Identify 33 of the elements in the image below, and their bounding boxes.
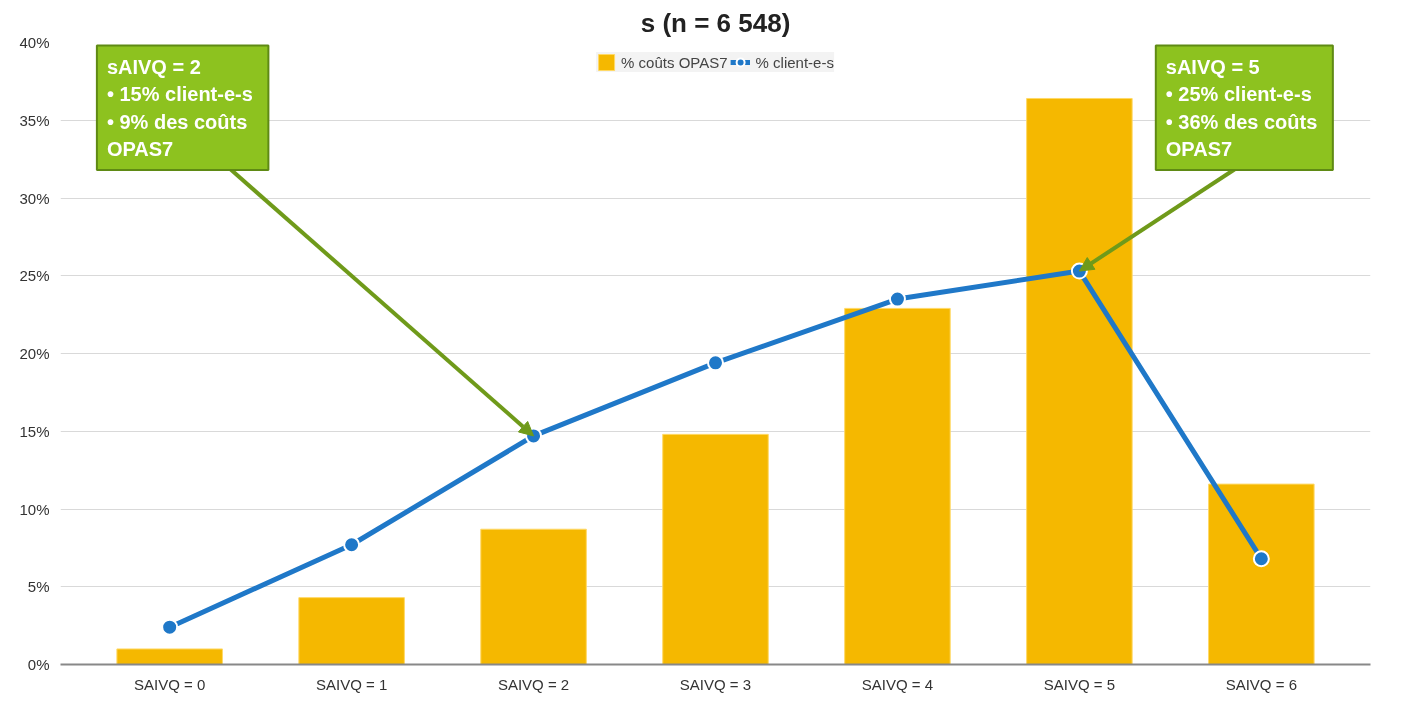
legend-label: % client-e-s [755, 53, 834, 71]
y-tick-label: 20% [19, 345, 50, 362]
x-tick-label: SAIVQ = 3 [679, 675, 752, 693]
bar [1026, 97, 1133, 665]
y-tick-label: 40% [19, 34, 50, 51]
y-tick-label: 25% [19, 267, 50, 285]
point [343, 536, 361, 554]
y-tick-label: 0% [27, 656, 50, 673]
point [161, 618, 179, 636]
x-tick-label: SAIVQ = 0 [134, 675, 206, 693]
x-tick-label: SAIVQ = 6 [1225, 675, 1297, 693]
bar [480, 528, 587, 665]
bar [298, 597, 405, 665]
legend-label: % coûts OPAS7 [621, 53, 728, 71]
point [707, 354, 724, 372]
annotation: sAIVQ = 2 • 15% client-e-s • 9% des coûts OPAS7 [106, 55, 253, 161]
annotation: sAIVQ = 5 • 25% client-e-s • 36% des coûts OPAS7 [1165, 55, 1318, 161]
x-tick-label: SAIVQ = 5 [1043, 675, 1116, 693]
point [1252, 550, 1270, 568]
y-tick-label: 30% [19, 189, 50, 207]
x-tick-label: SAIVQ = 1 [315, 675, 388, 693]
y-tick-label: 5% [27, 578, 50, 596]
x-tick-label: SAIVQ = 4 [861, 675, 934, 693]
bar [1208, 483, 1315, 665]
bar [844, 307, 951, 665]
bar [116, 648, 223, 665]
bar [662, 433, 769, 665]
x-tick-label: SAIVQ = 2 [497, 675, 570, 693]
point [888, 290, 906, 308]
y-tick-label: 35% [19, 111, 50, 129]
chart-title: s (n = 6 548) [640, 7, 791, 38]
y-tick-label: 10% [19, 500, 50, 518]
y-tick-label: 15% [19, 422, 50, 440]
